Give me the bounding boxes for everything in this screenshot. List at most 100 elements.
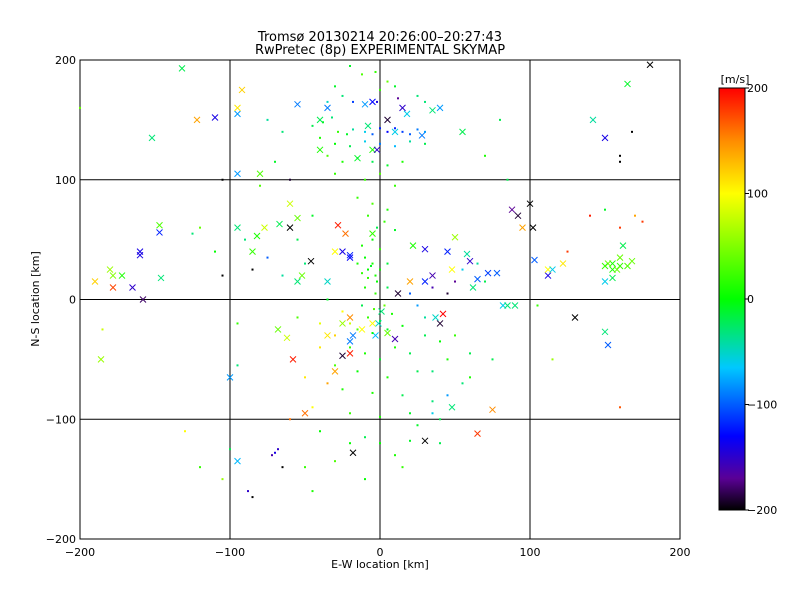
data-point-dot xyxy=(386,328,389,331)
colorbar-gradient xyxy=(718,87,746,511)
data-point-dot xyxy=(281,466,284,469)
data-point-dot xyxy=(281,274,284,277)
data-point-cross xyxy=(544,272,552,279)
data-point-dot xyxy=(431,370,434,373)
data-point-dot xyxy=(431,400,434,403)
data-point-dot xyxy=(356,370,359,373)
data-point-cross xyxy=(448,266,456,273)
data-point-dot xyxy=(364,478,366,481)
data-point-dot xyxy=(322,121,324,124)
data-point-cross xyxy=(429,106,436,114)
data-point-dot xyxy=(361,304,363,307)
data-point-cross xyxy=(469,284,477,291)
data-point-cross xyxy=(619,242,627,249)
data-point-dot xyxy=(374,292,377,295)
data-point-cross xyxy=(118,272,126,279)
data-point-dot xyxy=(376,226,378,229)
data-point-cross xyxy=(346,254,354,261)
data-point-cross xyxy=(399,104,406,112)
data-point-cross xyxy=(526,200,534,208)
data-point-dot xyxy=(289,418,291,421)
data-point-cross xyxy=(286,224,294,232)
data-point-cross xyxy=(448,403,456,411)
data-point-cross xyxy=(369,98,376,106)
data-point-dot xyxy=(304,376,306,379)
data-point-dot xyxy=(416,370,419,373)
data-point-cross xyxy=(106,266,114,273)
data-point-dot xyxy=(374,274,377,277)
data-point-dot xyxy=(349,346,351,349)
data-point-cross xyxy=(358,326,366,333)
data-point-dot xyxy=(394,184,396,187)
data-point-cross xyxy=(339,320,346,327)
data-point-dot xyxy=(334,334,336,337)
data-point-dot xyxy=(499,118,501,121)
data-point-dot xyxy=(409,133,411,136)
data-point-cross xyxy=(226,373,234,381)
data-point-dot xyxy=(341,388,344,391)
data-point-dot xyxy=(334,85,336,88)
data-point-cross xyxy=(421,278,429,285)
data-point-dot xyxy=(454,334,456,337)
data-point-dot xyxy=(431,286,434,289)
data-point-dot xyxy=(251,268,254,271)
data-point-dot xyxy=(334,172,336,175)
data-point-cross xyxy=(346,338,354,345)
data-point-cross xyxy=(601,134,609,142)
data-point-dot xyxy=(446,292,449,295)
data-point-dot xyxy=(386,262,389,265)
data-point-dot xyxy=(386,286,389,289)
data-point-cross xyxy=(334,221,342,229)
data-point-cross xyxy=(549,266,556,273)
data-point-cross xyxy=(307,257,315,265)
data-point-cross xyxy=(474,275,481,283)
data-point-cross xyxy=(369,320,376,327)
data-point-cross xyxy=(459,128,466,136)
data-point-cross xyxy=(148,134,156,142)
data-point-dot xyxy=(281,130,284,133)
data-point-dot xyxy=(236,322,239,325)
data-point-cross xyxy=(589,116,597,124)
data-point-cross xyxy=(504,302,511,309)
data-point-dot xyxy=(184,430,186,433)
plot-area: −200−200 −100 −100 0 0 100 100 200 200 xyxy=(46,54,691,559)
data-point-dot xyxy=(259,184,261,187)
data-point-cross xyxy=(508,206,516,214)
data-point-cross xyxy=(136,248,144,255)
data-point-cross xyxy=(369,230,376,237)
data-point-dot xyxy=(416,424,419,427)
data-point-dot xyxy=(424,130,426,133)
data-point-dot xyxy=(319,136,321,139)
data-point-dot xyxy=(364,130,366,133)
data-point-dot xyxy=(391,312,393,315)
data-point-cross xyxy=(531,256,538,264)
data-point-dot xyxy=(634,214,636,217)
data-point-dot xyxy=(352,128,354,131)
data-point-cross xyxy=(238,86,246,94)
data-point-dot xyxy=(484,154,486,157)
data-point-cross xyxy=(342,230,349,237)
data-point-dot xyxy=(469,376,471,379)
data-point-cross xyxy=(514,212,522,220)
data-point-dot xyxy=(401,466,404,469)
data-point-dot xyxy=(337,130,339,133)
data-point-cross xyxy=(261,224,268,232)
data-point-cross xyxy=(364,122,372,130)
data-point-dot xyxy=(191,232,194,235)
data-point-dot xyxy=(383,304,386,307)
data-point-cross xyxy=(298,272,306,279)
data-point-dot xyxy=(79,106,81,109)
data-point-dot xyxy=(266,118,269,121)
data-point-dot xyxy=(364,352,366,355)
data-point-dot xyxy=(379,142,381,145)
data-point-cross xyxy=(253,232,261,240)
data-point-dot xyxy=(409,352,411,355)
data-point-dot xyxy=(266,256,269,259)
data-point-dot xyxy=(236,364,239,367)
data-point-cross xyxy=(378,308,385,315)
data-point-cross xyxy=(289,356,297,363)
data-point-cross xyxy=(324,104,331,112)
data-point-dot xyxy=(536,304,539,307)
data-point-cross xyxy=(339,248,346,255)
